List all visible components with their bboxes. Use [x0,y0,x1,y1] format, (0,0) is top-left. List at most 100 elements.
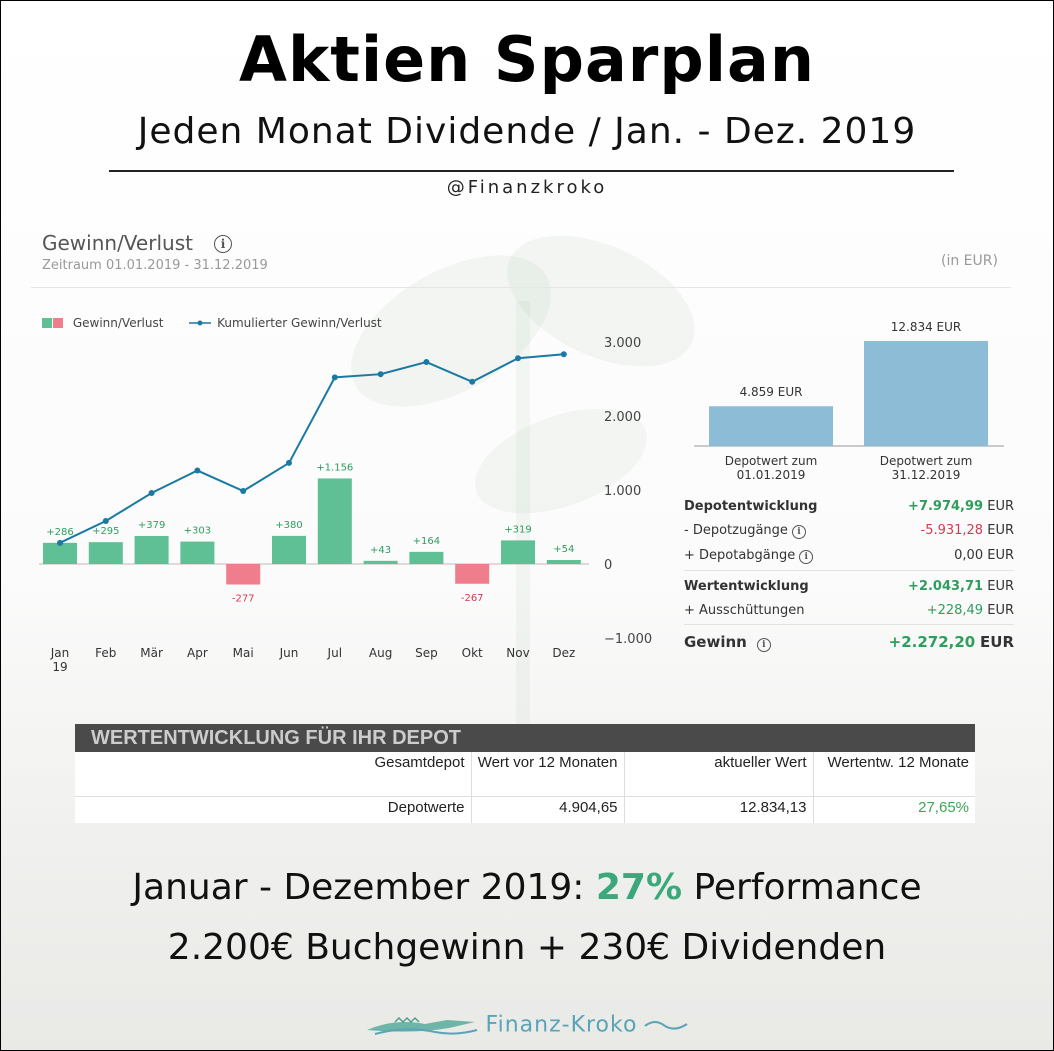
title-divider [109,170,954,172]
depot-stats: Depotentwicklung +7.974,99 EUR - Depotzu… [684,499,1014,652]
cumulative-line [59,353,564,544]
x-tick-label: Jan [50,646,70,660]
table-header-row: Gesamtdepot Wert vor 12 Monaten aktuelle… [75,752,975,797]
stat-gewinn: Gewinn i +2.272,20 EUR [684,633,1014,652]
line-point [423,359,430,366]
stats-divider [684,624,1014,625]
line-point [377,371,384,378]
wertentwicklung-table: WERTENTWICKLUNG FÜR IHR DEPOT Gesamtdepo… [75,724,975,823]
line-point [102,518,109,525]
x-tick-label: Apr [187,646,208,660]
summary-line-1: Januar - Dezember 2019: 27% Performance [132,867,922,908]
chart-bar [134,535,169,564]
table-cell: 27,65% [918,799,969,816]
gewinn-verlust-chart: 3.000 2.000 1.000 0 −1.000 +286 +295 +379 +303 -2… [39,320,1004,674]
period-label: Zeitraum 01.01.2019 - 31.12.2019 [42,258,268,273]
stat-label: + Depotabgänge [684,548,796,563]
x-tick-label: Mär [140,646,163,660]
data-label: +319 [504,524,531,535]
table-header: WERTENTWICKLUNG FÜR IHR DEPOT [75,724,975,752]
chart-bar [226,564,261,585]
depot-bar [864,341,988,446]
column-header: aktueller Wert [624,752,814,797]
depot-category-label: Depotwert zum [725,454,818,468]
crocodile-logo-icon [367,1016,478,1035]
x-tick-label: Aug [369,646,392,660]
chart-bar [409,551,444,564]
chart-bar [180,541,215,564]
x-tick-label: Mai [233,646,254,660]
stat-value: +228,49 EUR [926,603,1014,618]
data-label: +379 [138,520,165,531]
unit-label: (in EUR) [941,253,998,269]
performance-highlight: 27% [595,867,683,908]
stat-label: Wertentwicklung [684,579,809,594]
stat-wertentwicklung: Wertentwicklung +2.043,71 EUR [684,579,1014,594]
chart-bar [88,542,123,564]
data-label: +54 [553,544,574,555]
y-tick-label: 1.000 [604,484,641,499]
data-label: -277 [232,593,255,604]
column-header: Wert vor 12 Monaten [471,752,625,797]
line-point [240,488,247,495]
chart-bar [501,540,535,564]
y-tick-label: 2.000 [604,410,641,425]
table-row: Depotwerte 4.904,65 12.834,13 27,65% [75,796,975,823]
info-icon[interactable]: i [756,638,771,652]
brand-name: Finanz-Kroko [485,1012,638,1038]
stats-divider [684,570,1014,571]
panel-title: Gewinn/Verlust [42,231,193,255]
wave-icon [643,1021,688,1030]
chart-bar [317,478,352,564]
x-tick-label: Dez [552,646,575,660]
x-tick-label: Sep [415,646,438,660]
info-icon[interactable]: i [799,550,814,564]
stat-value: +2.272,20 EUR [888,633,1014,651]
x-tick-label: Jun [279,646,299,660]
line-point [469,378,476,385]
page-title: Aktien Sparplan [239,23,815,96]
table-cell: Depotwerte [75,796,472,823]
brand-footer: Finanz-Kroko [1,1012,1053,1038]
x-tick-label: Okt [462,646,483,660]
stat-value: +7.974,99 EUR [908,499,1014,514]
y-tick-label: −1.000 [604,632,652,647]
chart-bar [455,564,490,584]
x-tick-label: Nov [506,646,529,660]
data-label: +303 [184,526,211,537]
line-point [194,467,201,474]
depot-bar [709,406,833,446]
stat-label: - Depotzugänge [684,523,788,538]
depot-category-label: 01.01.2019 [737,468,806,482]
stat-ausschuettungen: + Ausschüttungen +228,49 EUR [684,603,1014,618]
data-label: +1.156 [316,462,353,473]
line-point [560,351,567,358]
data-label: +380 [275,520,302,531]
panel-divider [31,287,1011,288]
legend-bars-label[interactable]: Gewinn/Verlust [72,316,164,330]
summary-line-2: 2.200€ Buchgewinn + 230€ Dividenden [167,927,887,968]
legend-line-label[interactable]: Kumulierter Gewinn/Verlust [217,316,382,330]
data-label: -267 [461,593,484,604]
x-tick-label: 19 [52,660,67,674]
line-point [286,459,292,466]
stat-abgaenge: + Depotabgänge i 0,00 EUR [684,548,1014,564]
data-label: +295 [92,526,119,537]
y-tick-label: 3.000 [604,336,641,351]
info-icon[interactable]: i [214,235,232,253]
chart-bar [363,560,398,564]
data-table: Gesamtdepot Wert vor 12 Monaten aktuelle… [75,752,975,823]
depot-category-label: Depotwert zum [880,454,973,468]
line-point [515,355,521,362]
data-label: +164 [413,536,440,547]
chart-bar [546,560,581,564]
info-icon[interactable]: i [791,525,806,539]
y-tick-label: 0 [604,558,612,573]
legend-line-icon [189,320,212,326]
stat-depotentwicklung: Depotentwicklung +7.974,99 EUR [684,499,1014,514]
column-header: Wertentw. 12 Monate [813,752,975,797]
x-tick-label: Jul [327,646,342,660]
stat-label: Gewinn [684,633,747,651]
x-tick-label: Feb [95,646,116,660]
